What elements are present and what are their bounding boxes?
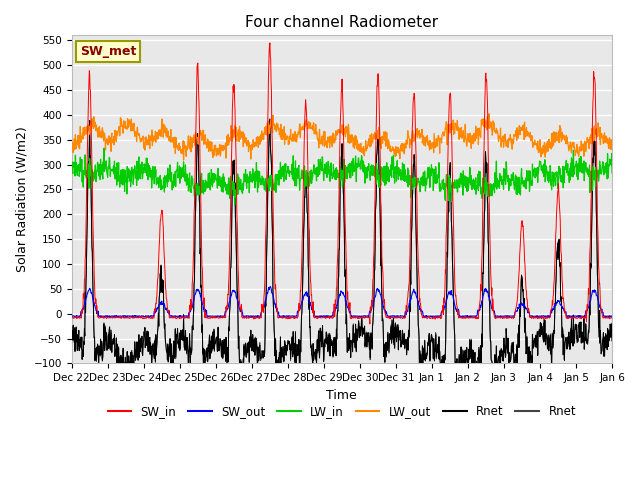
Y-axis label: Solar Radiation (W/m2): Solar Radiation (W/m2)	[15, 127, 28, 272]
Title: Four channel Radiometer: Four channel Radiometer	[245, 15, 438, 30]
X-axis label: Time: Time	[326, 389, 357, 402]
Legend: SW_in, SW_out, LW_in, LW_out, Rnet, Rnet: SW_in, SW_out, LW_in, LW_out, Rnet, Rnet	[103, 401, 581, 423]
Text: SW_met: SW_met	[80, 45, 136, 58]
